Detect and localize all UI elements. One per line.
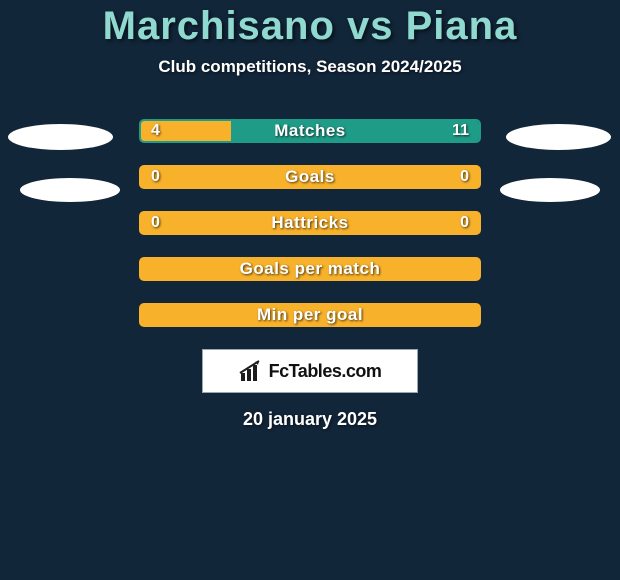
comparison-rows: Matches411Goals00Hattricks00Goals per ma… xyxy=(0,119,620,327)
stat-row-matches: Matches4 11 xyxy=(139,119,481,143)
stat-label: Matches xyxy=(141,121,479,141)
stat-label: Hattricks xyxy=(141,213,479,233)
subtitle: Club competitions, Season 2024/2025 xyxy=(0,57,620,77)
stat-row-hattricks: Hattricks0 0 xyxy=(139,211,481,235)
stat-row-min_per_goal: Min per goal xyxy=(139,303,481,327)
stat-label: Min per goal xyxy=(141,305,479,325)
stat-value-left: 4 xyxy=(151,121,160,141)
stat-value-left: 0 xyxy=(151,213,160,233)
stat-label: Goals per match xyxy=(141,259,479,279)
source-badge: FcTables.com xyxy=(202,349,418,393)
ellipse-left-1 xyxy=(20,178,120,202)
stat-value-right: 0 xyxy=(460,213,469,233)
stat-row-goals: Goals0 0 xyxy=(139,165,481,189)
stat-value-right: 0 xyxy=(460,167,469,187)
ellipse-right-3 xyxy=(500,178,600,202)
page-title: Marchisano vs Piana xyxy=(0,0,620,49)
stat-row-goals_per_match: Goals per match xyxy=(139,257,481,281)
stat-value-left: 0 xyxy=(151,167,160,187)
bars-icon xyxy=(239,359,263,383)
ellipse-right-2 xyxy=(506,124,611,150)
badge-text: FcTables.com xyxy=(269,361,382,382)
date-text: 20 january 2025 xyxy=(0,409,620,430)
stat-label: Goals xyxy=(141,167,479,187)
ellipse-left-0 xyxy=(8,124,113,150)
stat-value-right: 11 xyxy=(452,121,469,141)
